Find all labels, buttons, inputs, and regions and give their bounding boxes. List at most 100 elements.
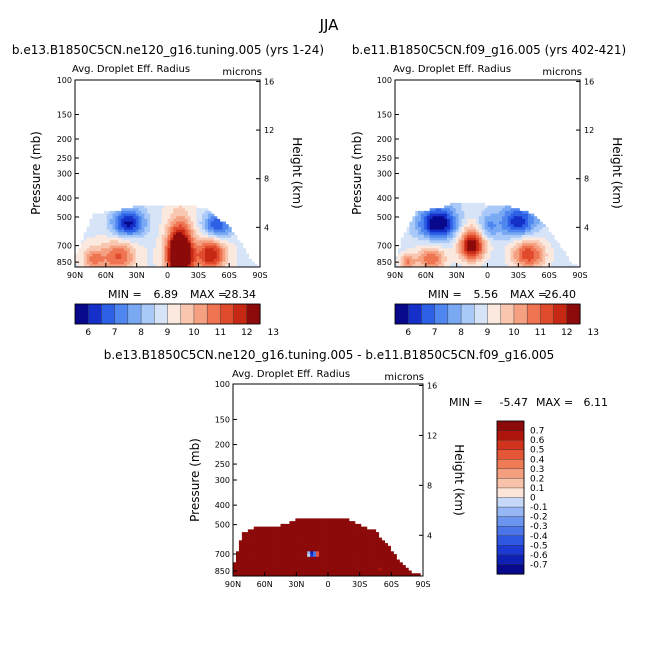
contour-cell <box>490 242 494 247</box>
contour-cell <box>190 264 195 267</box>
contour-cell <box>384 543 388 547</box>
contour-cell <box>161 245 166 249</box>
contour-cell <box>496 234 500 239</box>
contour-cell <box>429 258 434 263</box>
contour-cell <box>193 213 198 217</box>
contour-cell <box>283 526 288 530</box>
contour-cell <box>319 545 323 550</box>
contour-cell <box>307 526 311 530</box>
contour-cell <box>366 545 371 550</box>
contour-cell <box>478 232 483 236</box>
contour-cell <box>167 208 171 212</box>
contour-cell <box>378 556 383 561</box>
contour-cell <box>481 234 486 239</box>
contour-cell <box>121 232 125 236</box>
contour-cell <box>408 573 412 576</box>
contour-cell <box>504 216 509 220</box>
contour-cell <box>147 248 151 252</box>
contour-cell <box>181 256 186 260</box>
contour-cell <box>527 245 532 249</box>
contour-cell <box>75 264 79 267</box>
contour-cell <box>283 554 288 558</box>
contour-cell <box>144 245 148 249</box>
contour-cell <box>274 567 279 572</box>
contour-cell <box>277 548 282 552</box>
contour-cell <box>366 537 371 541</box>
contour-cell <box>525 232 529 236</box>
contour-cell <box>342 526 347 530</box>
contour-cell <box>493 258 497 263</box>
contour-cell <box>490 253 494 257</box>
contour-cell <box>455 256 460 260</box>
contour-cell <box>268 570 273 574</box>
contour-cell <box>507 224 512 228</box>
contour-cell <box>101 240 105 244</box>
contour-cell <box>199 240 203 244</box>
contour-cell <box>150 213 154 217</box>
contour-cell <box>405 570 409 574</box>
contour-cell <box>452 234 457 239</box>
contour-cell <box>319 529 323 533</box>
contour-cell <box>292 567 296 572</box>
contour-cell <box>199 208 203 212</box>
contour-cell <box>455 221 460 225</box>
contour-cell <box>357 537 362 541</box>
contour-cell <box>478 208 483 212</box>
contour-cell <box>366 551 371 555</box>
contour-cell <box>381 545 386 550</box>
contour-cell <box>173 240 177 244</box>
contour-cell <box>409 253 413 257</box>
colorbar-label: 6 <box>405 328 411 338</box>
contour-cell <box>487 208 491 212</box>
contour-cell <box>286 551 291 555</box>
contour-cell <box>181 242 186 247</box>
contour-cell <box>461 210 465 215</box>
contour-cell <box>256 532 261 536</box>
contour-cell <box>181 205 186 209</box>
contour-cell <box>556 258 561 263</box>
contour-cell <box>289 529 293 533</box>
contour-cell <box>289 543 293 547</box>
contour-cell <box>447 205 451 209</box>
contour-cell <box>530 242 535 247</box>
contour-cell <box>118 210 122 215</box>
contour-cell <box>348 532 353 536</box>
contour-cell <box>181 226 186 231</box>
contour-cell <box>129 242 134 247</box>
contour-cell <box>478 237 483 241</box>
contour-cell <box>164 208 169 212</box>
contour-cell <box>109 258 114 263</box>
contour-cell <box>295 540 299 544</box>
contour-cell <box>412 245 416 249</box>
contour-cell <box>280 534 285 539</box>
contour-cell <box>86 232 91 236</box>
contour-cell <box>271 540 276 544</box>
contour-cell <box>449 264 454 267</box>
contour-cell <box>109 232 114 236</box>
contour-cell <box>426 261 431 265</box>
contour-cell <box>525 213 529 217</box>
contour-cell <box>161 237 166 241</box>
contour-cell <box>325 543 329 547</box>
contour-cell <box>155 232 160 236</box>
contour-cell <box>467 261 471 265</box>
contour-cell <box>277 565 282 569</box>
contour-cell <box>516 226 520 231</box>
contour-cell <box>348 562 353 566</box>
contour-cell <box>259 570 264 574</box>
contour-cell <box>235 565 240 569</box>
contour-cell <box>536 261 541 265</box>
contour-cell <box>256 559 261 563</box>
contour-cell <box>124 213 128 217</box>
colorbar-frame <box>74 303 261 325</box>
y-right-tick-label: 8 <box>264 175 269 184</box>
contour-cell <box>283 556 288 561</box>
contour-cell <box>519 245 523 249</box>
contour-cell <box>351 534 356 539</box>
contour-cell <box>464 226 468 231</box>
contour-cell <box>265 537 270 541</box>
contour-cell <box>89 250 93 255</box>
contour-cell <box>138 229 143 233</box>
contour-cell <box>452 218 457 223</box>
contour-cell <box>328 556 332 561</box>
